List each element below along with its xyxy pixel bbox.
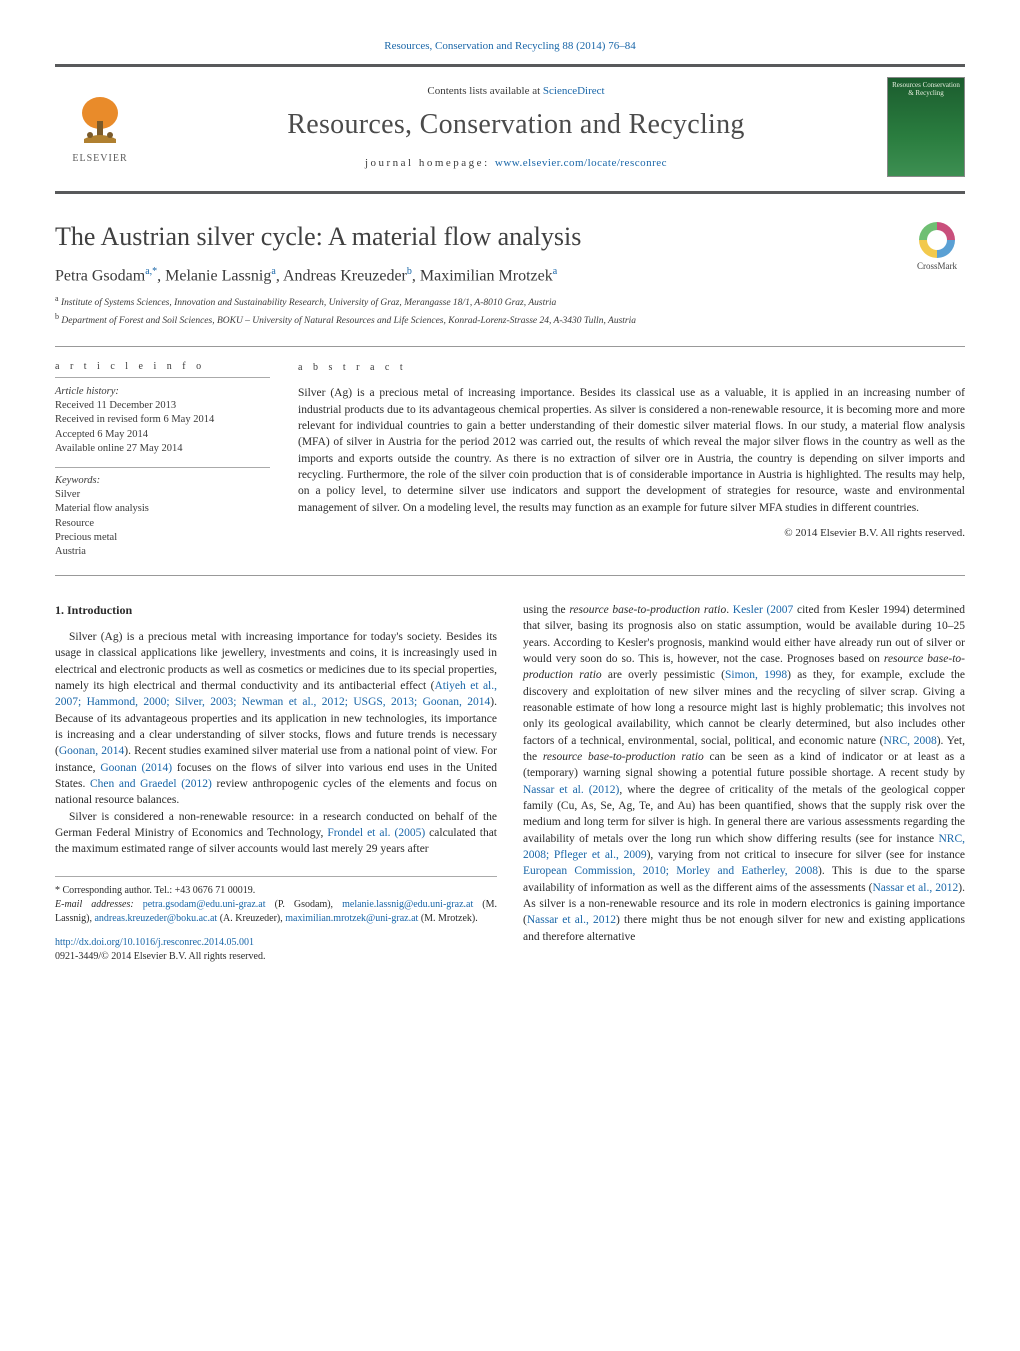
p3-cite7[interactable]: Nassar et al., 2012	[872, 882, 958, 894]
article-info-heading: a r t i c l e i n f o	[55, 361, 270, 378]
p3-cite4[interactable]: Nassar et al. (2012)	[523, 784, 619, 796]
author-3: Andreas Kreuzeder	[283, 267, 407, 284]
journal-homepage-line: journal homepage: www.elsevier.com/locat…	[145, 157, 887, 169]
crossmark-icon	[919, 222, 955, 258]
crossmark-badge[interactable]: CrossMark	[909, 222, 965, 271]
affiliation-a: Institute of Systems Sciences, Innovatio…	[61, 298, 556, 308]
paragraph-1: Silver (Ag) is a precious metal with inc…	[55, 629, 497, 809]
p3-cite1[interactable]: Kesler (2007	[733, 604, 794, 616]
abstract-text: Silver (Ag) is a precious metal of incre…	[298, 385, 965, 516]
keyword-4: Precious metal	[55, 531, 270, 545]
contents-lists-line: Contents lists available at ScienceDirec…	[145, 85, 887, 97]
paragraph-3: using the resource base-to-production ra…	[523, 602, 965, 945]
journal-header: ELSEVIER Contents lists available at Sci…	[55, 64, 965, 194]
email-4[interactable]: maximilian.mrotzek@uni-graz.at	[285, 913, 418, 924]
homepage-link[interactable]: www.elsevier.com/locate/resconrec	[495, 157, 667, 169]
abstract-heading: a b s t r a c t	[298, 361, 965, 375]
affiliation-b: Department of Forest and Soil Sciences, …	[61, 316, 636, 326]
abstract-column: a b s t r a c t Silver (Ag) is a preciou…	[298, 361, 965, 559]
p1-cite4[interactable]: Chen and Graedel (2012)	[90, 778, 212, 790]
section-1-heading: 1. Introduction	[55, 602, 497, 619]
sciencedirect-link[interactable]: ScienceDirect	[543, 85, 605, 97]
elsevier-label: ELSEVIER	[72, 153, 127, 164]
paragraph-2: Silver is considered a non-renewable res…	[55, 809, 497, 858]
email-2[interactable]: melanie.lassnig@edu.uni-graz.at	[342, 899, 473, 910]
article-title: The Austrian silver cycle: A material fl…	[55, 222, 891, 252]
journal-title: Resources, Conservation and Recycling	[145, 109, 887, 141]
abstract-copyright: © 2014 Elsevier B.V. All rights reserved…	[298, 526, 965, 542]
p3-a: using the	[523, 604, 569, 616]
history-label: Article history:	[55, 385, 270, 399]
author-3-sup: b	[407, 266, 412, 277]
author-4-sup: a	[553, 266, 557, 277]
keyword-2: Material flow analysis	[55, 502, 270, 516]
email-1[interactable]: petra.gsodam@edu.uni-graz.at	[143, 899, 266, 910]
author-1-sup: a,*	[145, 266, 157, 277]
p2-cite1[interactable]: Frondel et al. (2005)	[327, 827, 425, 839]
body-two-column: 1. Introduction Silver (Ag) is a preciou…	[55, 602, 965, 964]
p3-cite8[interactable]: Nassar et al., 2012	[527, 914, 616, 926]
email-label: E-mail addresses:	[55, 899, 134, 910]
keyword-1: Silver	[55, 488, 270, 502]
email-1-name: (P. Gsodam),	[266, 899, 343, 910]
article-info-column: a r t i c l e i n f o Article history: R…	[55, 361, 270, 559]
keywords-label: Keywords:	[55, 474, 270, 488]
cover-thumb-title: Resources Conservation & Recycling	[892, 82, 960, 97]
affiliations: a Institute of Systems Sciences, Innovat…	[55, 293, 891, 328]
email-4-name: (M. Mrotzek).	[418, 913, 477, 924]
p3-ital3: resource base-to-production ratio	[543, 751, 704, 763]
history-revised: Received in revised form 6 May 2014	[55, 413, 270, 427]
history-received: Received 11 December 2013	[55, 399, 270, 413]
p3-i: ), varying from not critical to insecure…	[647, 849, 965, 861]
corr-author-line: Corresponding author. Tel.: +43 0676 71 …	[63, 885, 256, 896]
keyword-3: Resource	[55, 517, 270, 531]
doi-block: http://dx.doi.org/10.1016/j.resconrec.20…	[55, 936, 497, 964]
p3-ital1: resource base-to-production ratio	[569, 604, 726, 616]
elsevier-tree-icon	[70, 91, 130, 151]
contents-prefix: Contents lists available at	[427, 85, 542, 97]
doi-link[interactable]: http://dx.doi.org/10.1016/j.resconrec.20…	[55, 936, 497, 950]
email-3[interactable]: andreas.kreuzeder@boku.ac.at	[94, 913, 217, 924]
history-accepted: Accepted 6 May 2014	[55, 428, 270, 442]
crossmark-label: CrossMark	[909, 261, 965, 271]
journal-cover-thumbnail: Resources Conservation & Recycling	[887, 77, 965, 177]
p1-cite2[interactable]: Goonan, 2014	[59, 745, 124, 757]
author-4: Maximilian Mrotzek	[420, 267, 553, 284]
p3-cite2[interactable]: Simon, 1998	[725, 669, 787, 681]
p3-d: are overly pessimistic (	[602, 669, 725, 681]
author-list: Petra Gsodama,*, Melanie Lassniga, Andre…	[55, 266, 891, 285]
article-info-abstract-block: a r t i c l e i n f o Article history: R…	[55, 346, 965, 576]
author-2: Melanie Lassnig	[165, 267, 271, 284]
history-online: Available online 27 May 2014	[55, 442, 270, 456]
author-1: Petra Gsodam	[55, 267, 145, 284]
elsevier-logo: ELSEVIER	[55, 80, 145, 175]
running-citation: Resources, Conservation and Recycling 88…	[55, 40, 965, 52]
p3-cite6[interactable]: European Commission, 2010; Morley and Ea…	[523, 865, 818, 877]
p1-cite3[interactable]: Goonan (2014)	[100, 762, 172, 774]
p3-cite3[interactable]: NRC, 2008	[884, 735, 937, 747]
keyword-5: Austria	[55, 545, 270, 559]
p1-a: Silver (Ag) is a precious metal with inc…	[55, 631, 497, 692]
corresponding-author-footnote: * Corresponding author. Tel.: +43 0676 7…	[55, 876, 497, 926]
email-3-name: (A. Kreuzeder),	[217, 913, 285, 924]
author-2-sup: a	[271, 266, 275, 277]
issn-copyright-line: 0921-3449/© 2014 Elsevier B.V. All right…	[55, 950, 497, 964]
homepage-prefix: journal homepage:	[365, 157, 495, 169]
